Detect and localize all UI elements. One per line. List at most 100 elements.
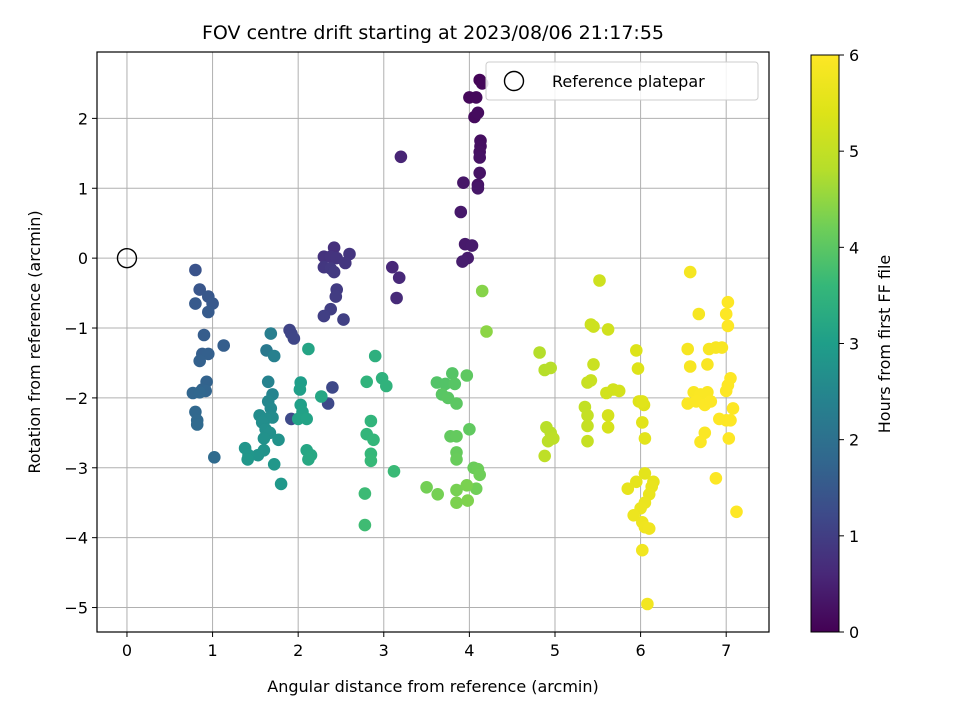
data-point <box>190 418 204 431</box>
data-point <box>631 362 645 375</box>
legend-label-reference: Reference platepar <box>552 72 705 91</box>
data-point <box>636 543 649 557</box>
data-point <box>197 328 211 342</box>
data-point <box>469 91 483 104</box>
data-point <box>694 435 707 449</box>
data-point <box>208 451 221 464</box>
data-point <box>394 150 408 164</box>
data-point <box>337 313 350 326</box>
data-point <box>601 323 615 336</box>
data-point <box>630 344 643 357</box>
data-point <box>446 367 459 380</box>
data-point <box>272 433 285 447</box>
data-point <box>317 309 331 323</box>
data-point <box>241 453 254 466</box>
colorbar-tick-label: 1 <box>849 527 859 546</box>
x-axis-label: Angular distance from reference (arcmin) <box>267 677 598 696</box>
data-point <box>202 347 215 361</box>
x-tick-label: 0 <box>122 641 132 660</box>
x-tick-label: 5 <box>550 641 560 660</box>
data-point <box>339 256 352 270</box>
data-point <box>367 433 380 447</box>
data-point <box>719 307 733 321</box>
data-point <box>450 453 463 466</box>
data-point <box>450 496 463 510</box>
data-point <box>533 346 546 359</box>
data-point <box>300 412 314 426</box>
data-point <box>450 483 463 497</box>
colorbar-tick-label: 5 <box>849 142 859 161</box>
data-point <box>358 487 372 500</box>
data-point <box>721 295 735 309</box>
data-point <box>638 467 652 480</box>
colorbar-tick-label: 0 <box>849 623 859 642</box>
colorbar-ticks: 0 1 2 3 4 5 6 <box>839 46 859 642</box>
data-point <box>274 477 288 491</box>
colorbar-tick-label: 2 <box>849 431 859 450</box>
y-tick-label: −1 <box>64 319 88 338</box>
y-tick-label: 1 <box>78 179 88 198</box>
data-point <box>473 166 487 180</box>
data-point <box>471 106 485 120</box>
grid-lines <box>97 52 769 632</box>
x-tick-label: 4 <box>464 641 474 660</box>
data-point <box>636 416 649 429</box>
data-point <box>261 375 275 389</box>
data-point <box>704 395 718 408</box>
data-point <box>329 290 343 303</box>
data-point <box>722 432 736 445</box>
data-point <box>681 342 694 356</box>
data-point <box>217 339 230 352</box>
data-point <box>431 488 445 501</box>
data-point <box>641 597 654 611</box>
colorbar-gradient <box>810 54 840 633</box>
data-point <box>193 386 206 399</box>
legend-marker-reference <box>503 70 525 92</box>
data-point <box>692 307 706 321</box>
data-point <box>730 505 743 519</box>
data-point <box>473 468 487 482</box>
data-point <box>360 375 374 389</box>
colorbar-tick-label: 4 <box>849 238 859 257</box>
colorbar-tick-label: 6 <box>849 46 859 65</box>
data-point <box>358 518 372 532</box>
data-point <box>587 320 600 333</box>
data-point <box>264 327 278 340</box>
data-point <box>683 265 697 279</box>
plot-frame <box>96 51 770 633</box>
data-point <box>293 383 307 396</box>
data-point <box>364 454 378 468</box>
data-point <box>460 479 474 492</box>
data-point <box>392 271 406 285</box>
data-point <box>454 205 468 219</box>
data-point <box>420 481 433 494</box>
data-point <box>642 522 656 535</box>
data-point <box>612 384 626 398</box>
data-point <box>471 182 485 195</box>
x-tick-label: 2 <box>293 641 303 660</box>
data-point <box>267 458 281 471</box>
data-point <box>636 395 649 408</box>
data-point <box>463 423 476 436</box>
legend-box <box>485 61 759 101</box>
data-point <box>390 291 403 305</box>
data-point <box>701 358 714 371</box>
data-point <box>601 409 615 422</box>
scatter-points <box>116 73 743 611</box>
data-point <box>327 265 341 279</box>
data-point <box>326 381 339 394</box>
data-point <box>364 414 378 428</box>
data-point <box>538 449 551 463</box>
colorbar: 0 1 2 3 4 5 6 Hours from first FF file <box>810 46 894 642</box>
legend: Reference platepar <box>485 61 759 101</box>
data-point <box>450 397 463 410</box>
data-point <box>544 361 557 375</box>
data-point <box>630 475 643 489</box>
y-axis-ticks: −5 −4 −3 −2 −1 0 1 2 <box>64 109 97 618</box>
data-point <box>439 377 452 391</box>
data-point <box>683 360 697 373</box>
data-point <box>189 263 202 277</box>
data-point <box>715 341 729 354</box>
data-point <box>460 369 474 382</box>
